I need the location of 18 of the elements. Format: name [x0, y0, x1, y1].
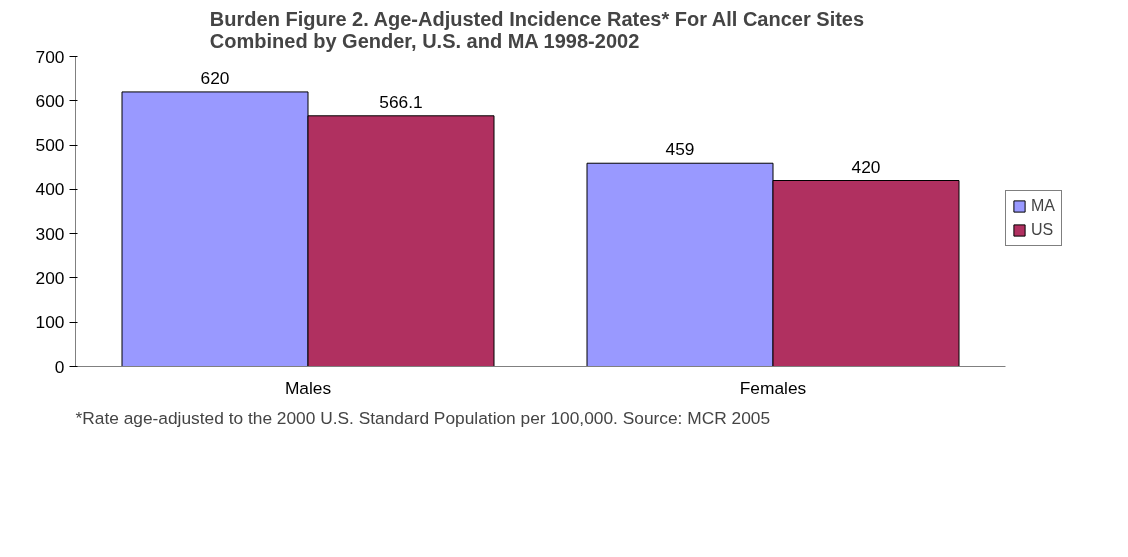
y-tick-label: 600: [35, 90, 65, 111]
data-label: 566.1: [379, 91, 423, 112]
text: *Rate age-adjusted to the 2000 U.S. Standard Population per 100,000. Source: MCR 2005: [75, 407, 771, 428]
y-tick-label: 200: [35, 267, 65, 288]
legend-label: US: [1031, 221, 1054, 239]
x-tick-label: Males: [284, 377, 332, 398]
y-tick-label: 0: [54, 356, 65, 377]
x-tick-label: Females: [739, 377, 807, 398]
data-label: 420: [851, 156, 881, 177]
data-label: 620: [200, 67, 230, 88]
legend-label: MA: [1031, 197, 1055, 215]
y-tick-label: 500: [35, 135, 65, 156]
data-label: 459: [665, 139, 695, 160]
chart-title: Burden Figure 2. Age-Adjusted Incidence Rates* For All Cancer Sites Combined by Gender, U.S. and MA 1998-2002: [209, 7, 865, 52]
y-tick-label: 400: [35, 179, 65, 200]
y-tick-label: 100: [35, 312, 65, 333]
y-tick-label: 700: [35, 46, 65, 67]
y-tick-label: 300: [35, 223, 65, 244]
